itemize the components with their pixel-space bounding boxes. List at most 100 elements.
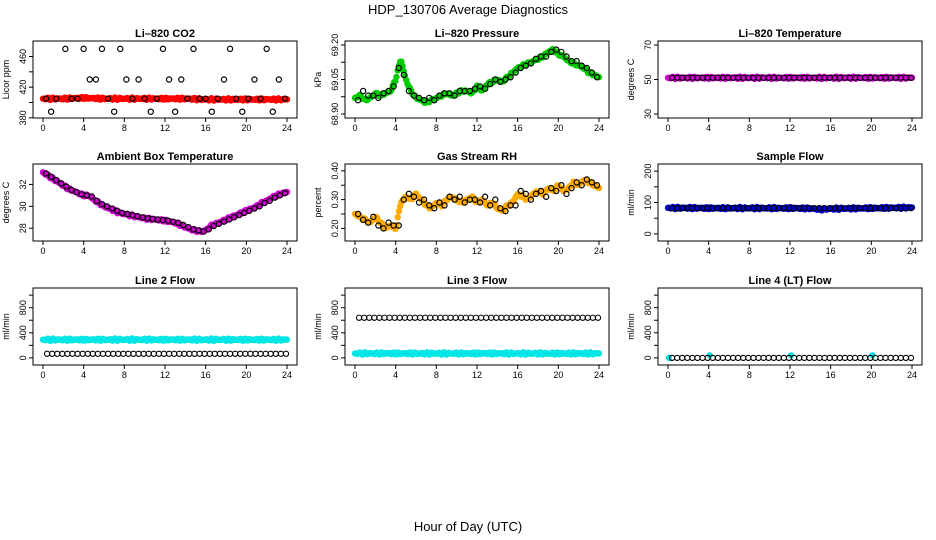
x-tick-label: 0 — [40, 370, 45, 380]
panel-title: Li–820 CO2 — [135, 28, 195, 40]
average-point — [359, 87, 367, 95]
chart-panel: Sample Flow 0 4 8 12 16 20 24 0 100 200 ml/min — [626, 151, 923, 256]
average-point — [549, 314, 556, 321]
average-point — [216, 350, 224, 357]
x-tick-label: 20 — [241, 123, 251, 133]
x-tick-label: 24 — [907, 246, 917, 256]
x-tick-label: 12 — [160, 370, 170, 380]
x-tick-label: 16 — [201, 123, 211, 133]
x-tick-label: 20 — [866, 246, 876, 256]
raw-point — [595, 184, 603, 192]
average-point — [497, 205, 504, 212]
y-tick-label: 800 — [330, 300, 340, 315]
average-point — [200, 228, 207, 235]
average-point — [220, 76, 228, 83]
x-tick-label: 20 — [241, 370, 251, 380]
figure-x-label: Hour of Day (UTC) — [414, 519, 522, 534]
average-point — [441, 202, 448, 209]
average-point — [548, 184, 555, 192]
average-point — [502, 207, 509, 215]
x-tick-label: 8 — [747, 246, 752, 256]
average-point — [381, 314, 388, 321]
average-point — [427, 314, 434, 321]
y-tick-label: 460 — [18, 49, 28, 64]
x-tick-label: 24 — [907, 370, 917, 380]
average-point — [226, 45, 234, 53]
average-point — [196, 95, 203, 102]
average-point — [365, 219, 372, 226]
average-point — [857, 354, 864, 362]
average-point — [59, 350, 66, 357]
average-point — [699, 354, 706, 362]
average-point — [266, 197, 273, 205]
average-point — [245, 95, 252, 102]
average-point — [563, 53, 570, 60]
x-tick-label: 24 — [282, 123, 292, 133]
average-point — [405, 87, 413, 95]
average-point — [527, 60, 535, 67]
average-point — [735, 354, 742, 362]
y-tick-label: 68.90 — [330, 103, 340, 126]
average-point — [517, 64, 524, 72]
average-point — [251, 76, 258, 83]
average-point — [426, 94, 433, 102]
x-tick-label: 4 — [81, 246, 86, 256]
average-point — [513, 314, 520, 321]
average-point — [564, 314, 571, 321]
x-tick-label: 16 — [201, 246, 211, 256]
average-point — [385, 219, 392, 226]
average-point — [359, 216, 367, 223]
average-point — [237, 350, 244, 357]
average-point — [226, 350, 234, 357]
panel-title: Sample Flow — [756, 151, 824, 163]
average-point — [263, 45, 270, 53]
raw-point — [394, 214, 401, 221]
average-point — [456, 193, 463, 200]
y-axis-label: ml/min — [626, 189, 636, 216]
average-point — [841, 354, 849, 362]
average-point — [471, 196, 479, 203]
average-point — [436, 199, 443, 206]
average-point — [395, 64, 402, 72]
average-point — [589, 314, 597, 321]
plot-frame — [657, 163, 923, 242]
average-point — [760, 354, 767, 362]
y-tick-label: 69.20 — [330, 34, 340, 57]
average-point — [467, 314, 475, 321]
x-tick-label: 24 — [594, 246, 604, 256]
chart-panel: Gas Stream RH 0 4 8 12 16 20 24 0.20 0.30 0.40 perc… — [313, 151, 610, 256]
average-point — [281, 95, 289, 102]
x-tick-label: 8 — [747, 370, 752, 380]
average-point — [481, 85, 489, 92]
average-point — [110, 108, 118, 115]
average-point — [400, 71, 407, 79]
average-point — [165, 350, 173, 357]
y-tick-label: 0 — [643, 231, 653, 236]
average-point — [765, 354, 772, 362]
average-point — [257, 95, 264, 102]
y-tick-label: 0.30 — [330, 191, 340, 209]
average-point — [527, 196, 535, 203]
average-point — [594, 314, 602, 321]
average-point — [719, 354, 727, 362]
average-point — [415, 94, 423, 102]
average-point — [360, 314, 368, 321]
x-tick-label: 24 — [282, 370, 292, 380]
x-tick-label: 0 — [40, 246, 45, 256]
x-tick-label: 4 — [81, 370, 86, 380]
average-point — [401, 314, 408, 321]
average-point — [584, 314, 591, 321]
x-tick-label: 24 — [282, 246, 292, 256]
average-point — [740, 354, 747, 362]
average-point — [503, 314, 510, 321]
average-point — [897, 354, 904, 362]
average-point — [247, 350, 254, 357]
average-point — [522, 62, 530, 69]
y-tick-label: 800 — [18, 300, 28, 315]
average-point — [108, 205, 116, 212]
average-point — [376, 314, 383, 321]
average-point — [831, 354, 838, 362]
average-point — [99, 350, 107, 357]
average-point — [724, 354, 732, 362]
average-point — [488, 314, 495, 321]
